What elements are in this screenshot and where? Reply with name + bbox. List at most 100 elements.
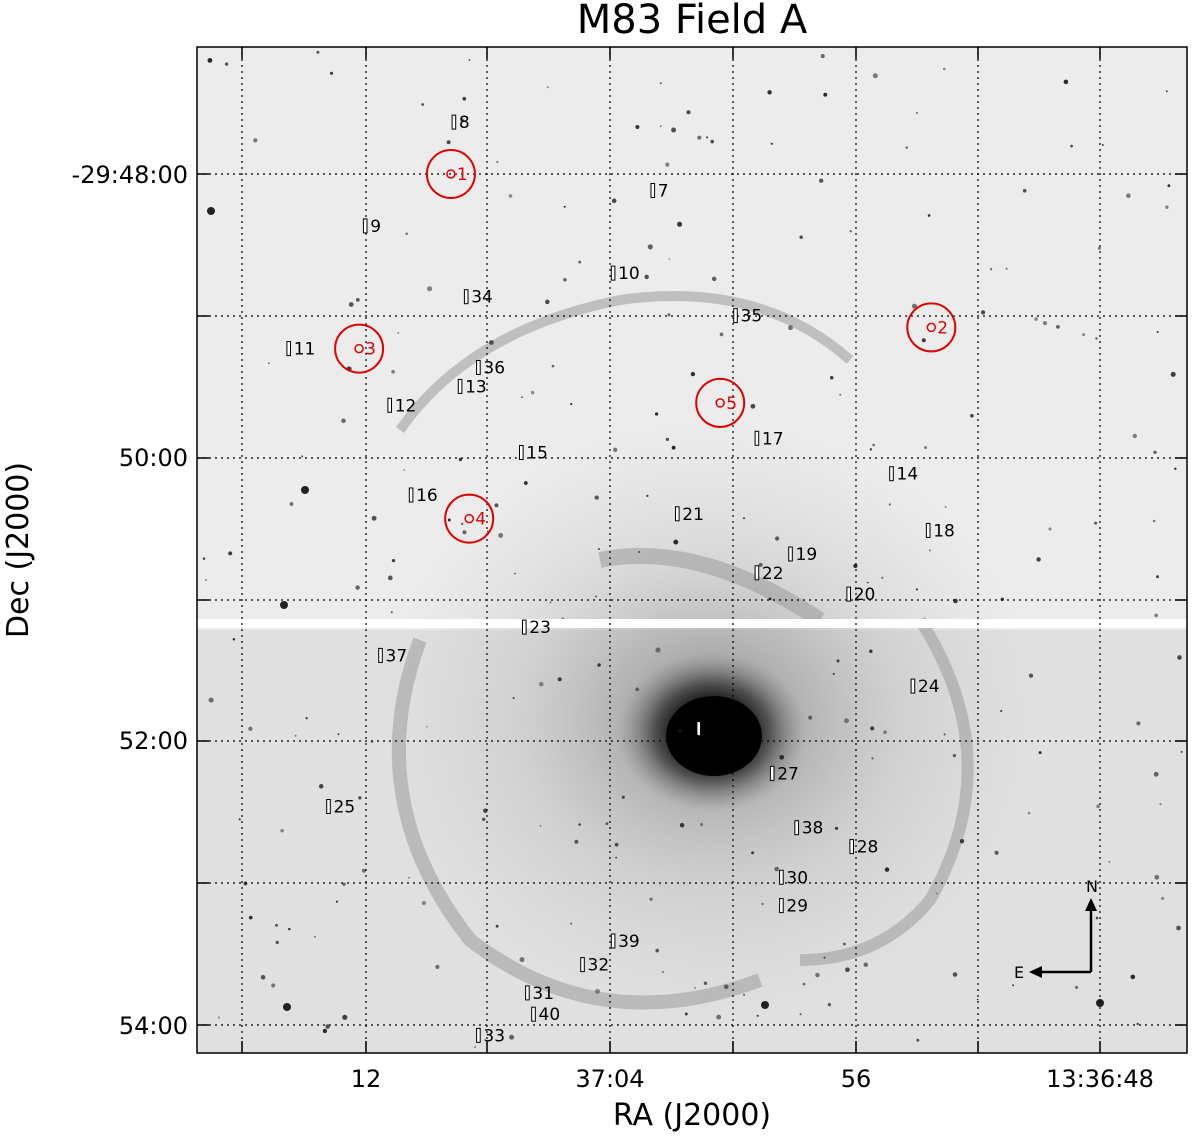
east-arrowhead-icon: [1029, 966, 1042, 978]
field-star: [1153, 771, 1159, 777]
field-star: [483, 808, 488, 813]
field-star: [1038, 751, 1042, 755]
dec-tick-label: 52:00: [119, 727, 188, 755]
field-star: [1022, 188, 1027, 193]
field-star: [823, 956, 826, 959]
field-star: [238, 818, 241, 821]
slit-label: 40: [539, 1005, 561, 1025]
field-star: [1056, 325, 1060, 329]
field-star: [849, 230, 852, 233]
field-star: [869, 448, 873, 451]
field-star: [1036, 557, 1041, 562]
field-star: [994, 850, 999, 855]
slit-box: [925, 522, 931, 538]
slit-box: [889, 466, 894, 482]
ra-tick-labels: 12 37:04 56 13:36:48: [351, 1065, 1154, 1093]
field-star: [498, 532, 504, 538]
chart-title: M83 Field A: [577, 0, 808, 43]
field-star: [595, 988, 600, 994]
field-star: [911, 303, 918, 309]
field-star: [723, 984, 729, 990]
slit-marker: 31: [525, 984, 554, 1004]
slit-marker: 16: [408, 486, 438, 506]
slit-marker: 7: [650, 182, 669, 202]
slit-box: [522, 619, 527, 635]
field-star: [509, 1034, 515, 1040]
field-star: [387, 575, 393, 581]
field-star: [318, 784, 324, 789]
field-star: [614, 842, 619, 847]
field-star: [761, 902, 764, 906]
field-star: [884, 867, 890, 872]
field-star: [872, 443, 875, 447]
slit-label: 39: [618, 932, 640, 952]
field-star: [228, 551, 233, 556]
field-star: [943, 733, 946, 736]
compass-north-label: N: [1086, 877, 1098, 896]
slit-label: 7: [658, 182, 669, 202]
field-star: [316, 50, 320, 54]
field-star: [684, 1012, 688, 1016]
star-dot: [354, 343, 364, 354]
field-star: [1070, 144, 1073, 148]
field-star: [829, 376, 834, 380]
field-star: [1177, 655, 1182, 660]
field-star: [1156, 575, 1159, 579]
field-star: [595, 595, 598, 598]
field-star: [521, 396, 523, 399]
slit-marker: 14: [889, 465, 918, 485]
field-star: [1130, 974, 1136, 980]
field-star: [1153, 450, 1157, 455]
slit-marker: 20: [846, 585, 875, 605]
slit-marker: 9: [362, 217, 381, 237]
slit-box: [754, 430, 760, 446]
field-star: [462, 96, 467, 101]
slit-marker: 35: [733, 307, 762, 327]
slit-marker: 11: [286, 340, 315, 360]
slit-box: [378, 647, 383, 663]
star-ring: [444, 493, 495, 544]
slit-box: [610, 265, 616, 281]
ra-tick-label: 37:04: [575, 1065, 644, 1093]
field-star: [473, 1046, 477, 1049]
field-star: [872, 73, 878, 79]
field-star: [921, 338, 926, 343]
x-axis-label: RA (J2000): [613, 1098, 771, 1133]
field-star: [845, 967, 850, 973]
slit-box: [754, 565, 760, 581]
star-dot: [464, 513, 474, 524]
field-star: [494, 503, 499, 508]
slit-marker: 34: [463, 288, 493, 308]
bright-star: [1096, 999, 1104, 1007]
field-star: [280, 828, 284, 833]
slit-label: 13: [465, 377, 487, 397]
field-star: [1108, 860, 1111, 863]
field-star: [742, 517, 746, 520]
field-star: [578, 823, 581, 826]
slit-box: [769, 765, 775, 781]
field-star: [869, 649, 873, 653]
field-star: [421, 103, 425, 106]
slit-label: 16: [416, 486, 438, 506]
field-star: [1096, 804, 1100, 809]
bright-star: [280, 601, 288, 609]
field-star: [905, 146, 908, 149]
field-star: [888, 503, 891, 506]
field-star: [927, 214, 931, 217]
field-star: [1094, 521, 1098, 525]
field-star: [594, 495, 599, 500]
field-star: [1042, 321, 1048, 326]
field-star: [462, 530, 467, 535]
field-star: [435, 964, 440, 969]
field-star: [570, 403, 573, 406]
field-star: [325, 1024, 330, 1029]
slit-label: 34: [471, 288, 493, 308]
slit-label: 26: [704, 720, 726, 740]
field-star: [944, 505, 947, 508]
dec-tick-label: 50:00: [119, 444, 188, 472]
slit-marker: 40: [531, 1005, 561, 1025]
field-star: [421, 900, 427, 906]
field-star: [915, 588, 918, 591]
